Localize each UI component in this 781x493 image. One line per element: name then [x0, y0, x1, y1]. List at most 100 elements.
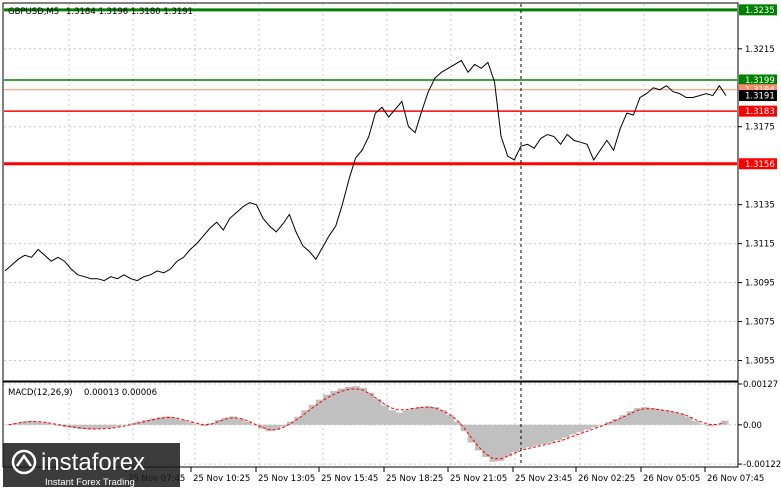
macd-bar	[265, 424, 274, 432]
macd-bar	[496, 424, 505, 461]
x-tick-label: 25 Nov 15:45	[321, 474, 378, 484]
macd-signal-line	[8, 388, 725, 460]
x-tick-label: 26 Nov 02:25	[578, 474, 635, 484]
macd-bar	[272, 424, 281, 430]
watermark-tagline: Instant Forex Trading	[45, 477, 135, 488]
macd-bar	[713, 424, 722, 426]
x-tick-label: 25 Nov 21:05	[450, 474, 507, 484]
macd-bar	[417, 406, 425, 425]
price-pane-frame	[2, 2, 739, 382]
level-label-bg	[739, 105, 777, 117]
macd-bar	[482, 424, 490, 457]
macd-bar	[503, 424, 512, 457]
macd-bar	[156, 417, 165, 425]
instaforex-watermark: instaforex Instant Forex Trading	[3, 443, 180, 488]
x-tick-label: 26 Nov 05:05	[643, 474, 700, 484]
macd-bar	[467, 424, 476, 443]
macd-bar	[62, 424, 71, 428]
level-label-bg	[739, 84, 777, 96]
macd-bar	[113, 424, 122, 427]
macd-bar	[568, 424, 577, 435]
x-tick-label: 25 Nov 13:05	[258, 474, 315, 484]
x-tick-label: 25 Nov 10:25	[193, 474, 250, 484]
macd-bar	[26, 421, 35, 425]
macd-histogram	[5, 386, 729, 462]
macd-bar	[431, 407, 440, 425]
y-tick-label: 1.3055	[745, 357, 775, 367]
macd-bar	[258, 424, 266, 429]
macd-bar	[677, 413, 686, 425]
macd-bar	[612, 419, 621, 425]
macd-bar	[142, 420, 151, 425]
macd-label: MACD(12,26,9)	[8, 388, 73, 398]
macd-bar	[301, 410, 310, 425]
price-line	[4, 59, 727, 282]
macd-bar	[684, 416, 693, 425]
macd-bar	[200, 424, 208, 427]
price-grid	[4, 4, 737, 380]
macd-bar	[294, 416, 302, 425]
macd-bar	[540, 424, 548, 445]
macd-bar	[315, 399, 324, 425]
current-price-label: 1.3191	[745, 92, 775, 102]
macd-bar	[626, 411, 635, 425]
macd-bar	[655, 409, 664, 425]
price-axis: 1.3215 1.3175 1.3135 1.3115 1.3095 1.3075 1.30…	[738, 45, 775, 367]
macd-bar	[561, 424, 570, 438]
watermark-background	[3, 443, 180, 487]
macd-bar	[373, 399, 382, 425]
macd-bar	[489, 424, 498, 462]
macd-bar	[547, 424, 556, 443]
macd-y-tick-label: -0.00122	[743, 460, 781, 470]
macd-bar	[699, 424, 707, 425]
watermark-brand: instaforex	[41, 449, 145, 476]
macd-bar	[308, 404, 317, 425]
macd-bar	[243, 421, 252, 425]
macd-bar	[70, 424, 78, 428]
x-tick-label: 25 Nov 18:25	[386, 474, 443, 484]
y-tick-label: 1.3135	[745, 201, 775, 211]
macd-bar	[554, 424, 563, 441]
y-tick-label: 1.3095	[745, 279, 775, 289]
macd-bar	[706, 424, 715, 427]
macd-bar	[250, 424, 259, 426]
macd-bar	[532, 424, 541, 446]
macd-bar	[453, 421, 462, 425]
macd-bar	[402, 410, 411, 425]
macd-bar	[590, 424, 599, 428]
instrument-label: GBPUSD,M5	[8, 7, 59, 17]
macd-bar	[525, 424, 534, 448]
macd-bar	[120, 424, 129, 426]
macd-bar	[670, 412, 678, 425]
macd-bar	[323, 394, 331, 425]
macd-bar	[193, 424, 201, 425]
macd-bar	[475, 424, 483, 451]
macd-bar	[641, 407, 649, 425]
macd-bar	[287, 421, 295, 425]
level-label-bg	[739, 158, 777, 170]
macd-values: 0.00013 0.00006	[84, 388, 157, 398]
macd-bar	[381, 405, 389, 425]
macd-bar	[424, 406, 433, 425]
macd-bar	[33, 421, 42, 425]
level-label-bg	[739, 74, 777, 86]
macd-bar	[691, 421, 700, 425]
macd-bar	[388, 410, 396, 425]
macd-bar	[395, 412, 404, 425]
macd-bar	[185, 422, 194, 425]
macd-bar	[48, 424, 57, 425]
x-tick-label: 25 Nov 23:45	[515, 474, 572, 484]
macd-bar	[583, 424, 592, 430]
macd-bar	[720, 420, 729, 425]
macd-bar	[171, 417, 180, 425]
macd-y-tick-label: 0.00	[743, 421, 762, 431]
macd-bar	[149, 418, 158, 425]
macd-bar	[597, 424, 606, 426]
macd-y-tick-label: 0.00127	[743, 380, 778, 390]
macd-bar	[619, 415, 628, 425]
macd-bar	[518, 424, 527, 449]
macd-bar	[279, 424, 288, 427]
